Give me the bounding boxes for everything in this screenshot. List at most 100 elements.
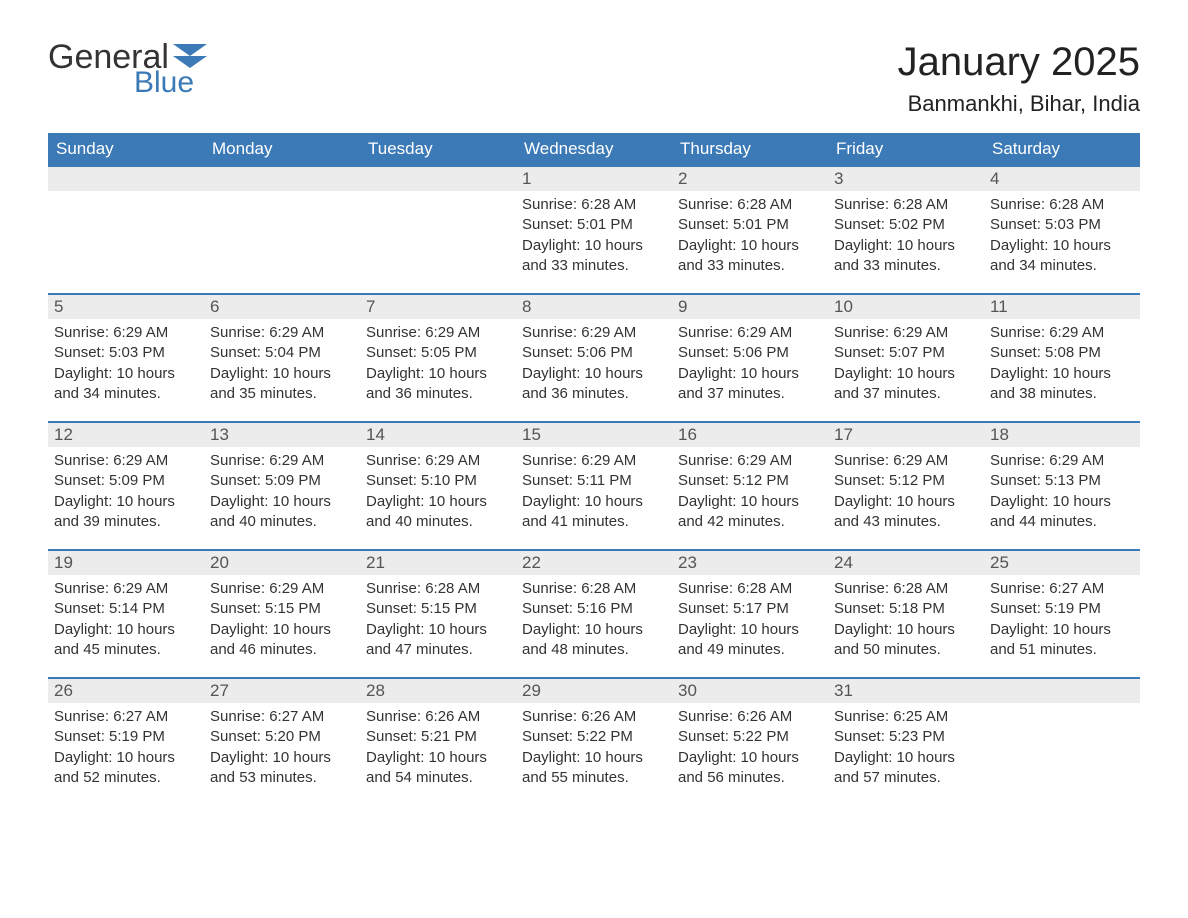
- day-sunset: Sunset: 5:17 PM: [678, 599, 822, 619]
- day-number: 10: [828, 295, 984, 319]
- day-cell: 12Sunrise: 6:29 AMSunset: 5:09 PMDayligh…: [48, 423, 204, 549]
- day-sunrise: Sunrise: 6:26 AM: [678, 707, 822, 727]
- day-number: 4: [984, 167, 1140, 191]
- day-daylight1: Daylight: 10 hours: [522, 492, 666, 512]
- day-daylight2: and 33 minutes.: [678, 256, 822, 276]
- day-sunset: Sunset: 5:12 PM: [834, 471, 978, 491]
- day-daylight1: Daylight: 10 hours: [210, 492, 354, 512]
- day-sunrise: Sunrise: 6:26 AM: [366, 707, 510, 727]
- day-daylight2: and 40 minutes.: [366, 512, 510, 532]
- day-number: 22: [516, 551, 672, 575]
- day-body: Sunrise: 6:29 AMSunset: 5:12 PMDaylight:…: [828, 447, 984, 544]
- day-number: 12: [48, 423, 204, 447]
- day-number: 24: [828, 551, 984, 575]
- day-sunrise: Sunrise: 6:29 AM: [522, 323, 666, 343]
- day-body: Sunrise: 6:28 AMSunset: 5:01 PMDaylight:…: [516, 191, 672, 288]
- day-sunrise: Sunrise: 6:29 AM: [990, 451, 1134, 471]
- day-number: 20: [204, 551, 360, 575]
- day-sunset: Sunset: 5:09 PM: [210, 471, 354, 491]
- day-daylight2: and 33 minutes.: [522, 256, 666, 276]
- day-number: 11: [984, 295, 1140, 319]
- day-sunset: Sunset: 5:01 PM: [678, 215, 822, 235]
- day-body: Sunrise: 6:28 AMSunset: 5:02 PMDaylight:…: [828, 191, 984, 288]
- day-sunrise: Sunrise: 6:29 AM: [834, 323, 978, 343]
- day-sunset: Sunset: 5:06 PM: [678, 343, 822, 363]
- day-body: [48, 191, 204, 207]
- day-daylight2: and 37 minutes.: [834, 384, 978, 404]
- day-daylight2: and 48 minutes.: [522, 640, 666, 660]
- day-sunset: Sunset: 5:16 PM: [522, 599, 666, 619]
- day-cell: 17Sunrise: 6:29 AMSunset: 5:12 PMDayligh…: [828, 423, 984, 549]
- day-daylight2: and 46 minutes.: [210, 640, 354, 660]
- day-sunset: Sunset: 5:06 PM: [522, 343, 666, 363]
- day-cell: 2Sunrise: 6:28 AMSunset: 5:01 PMDaylight…: [672, 167, 828, 293]
- day-cell: 1Sunrise: 6:28 AMSunset: 5:01 PMDaylight…: [516, 167, 672, 293]
- day-cell: 7Sunrise: 6:29 AMSunset: 5:05 PMDaylight…: [360, 295, 516, 421]
- day-daylight1: Daylight: 10 hours: [834, 748, 978, 768]
- day-sunrise: Sunrise: 6:29 AM: [522, 451, 666, 471]
- day-daylight2: and 45 minutes.: [54, 640, 198, 660]
- weekday-saturday: Saturday: [984, 133, 1140, 165]
- day-daylight2: and 55 minutes.: [522, 768, 666, 788]
- day-number: 8: [516, 295, 672, 319]
- day-sunset: Sunset: 5:07 PM: [834, 343, 978, 363]
- day-sunset: Sunset: 5:05 PM: [366, 343, 510, 363]
- day-body: Sunrise: 6:28 AMSunset: 5:17 PMDaylight:…: [672, 575, 828, 672]
- day-cell: 29Sunrise: 6:26 AMSunset: 5:22 PMDayligh…: [516, 679, 672, 805]
- day-sunrise: Sunrise: 6:28 AM: [522, 579, 666, 599]
- day-body: Sunrise: 6:28 AMSunset: 5:16 PMDaylight:…: [516, 575, 672, 672]
- day-daylight1: Daylight: 10 hours: [678, 492, 822, 512]
- day-body: Sunrise: 6:29 AMSunset: 5:12 PMDaylight:…: [672, 447, 828, 544]
- day-body: Sunrise: 6:29 AMSunset: 5:10 PMDaylight:…: [360, 447, 516, 544]
- day-sunset: Sunset: 5:13 PM: [990, 471, 1134, 491]
- day-daylight1: Daylight: 10 hours: [990, 492, 1134, 512]
- day-sunset: Sunset: 5:18 PM: [834, 599, 978, 619]
- day-daylight1: Daylight: 10 hours: [522, 620, 666, 640]
- day-daylight2: and 53 minutes.: [210, 768, 354, 788]
- day-sunrise: Sunrise: 6:29 AM: [210, 451, 354, 471]
- day-sunrise: Sunrise: 6:28 AM: [678, 579, 822, 599]
- week-row: 26Sunrise: 6:27 AMSunset: 5:19 PMDayligh…: [48, 677, 1140, 805]
- location-text: Banmankhi, Bihar, India: [898, 91, 1140, 117]
- day-daylight1: Daylight: 10 hours: [834, 236, 978, 256]
- day-cell: 24Sunrise: 6:28 AMSunset: 5:18 PMDayligh…: [828, 551, 984, 677]
- day-body: Sunrise: 6:29 AMSunset: 5:07 PMDaylight:…: [828, 319, 984, 416]
- day-sunset: Sunset: 5:12 PM: [678, 471, 822, 491]
- day-cell: 20Sunrise: 6:29 AMSunset: 5:15 PMDayligh…: [204, 551, 360, 677]
- day-number: 15: [516, 423, 672, 447]
- day-body: Sunrise: 6:26 AMSunset: 5:22 PMDaylight:…: [516, 703, 672, 800]
- day-daylight1: Daylight: 10 hours: [834, 492, 978, 512]
- day-sunset: Sunset: 5:23 PM: [834, 727, 978, 747]
- day-body: Sunrise: 6:29 AMSunset: 5:09 PMDaylight:…: [204, 447, 360, 544]
- day-number: [204, 167, 360, 191]
- day-daylight2: and 38 minutes.: [990, 384, 1134, 404]
- day-cell: 18Sunrise: 6:29 AMSunset: 5:13 PMDayligh…: [984, 423, 1140, 549]
- day-number: 25: [984, 551, 1140, 575]
- day-cell: 5Sunrise: 6:29 AMSunset: 5:03 PMDaylight…: [48, 295, 204, 421]
- day-daylight1: Daylight: 10 hours: [54, 620, 198, 640]
- day-number: 6: [204, 295, 360, 319]
- day-daylight2: and 33 minutes.: [834, 256, 978, 276]
- day-number: 31: [828, 679, 984, 703]
- week-row: 12Sunrise: 6:29 AMSunset: 5:09 PMDayligh…: [48, 421, 1140, 549]
- day-daylight2: and 34 minutes.: [54, 384, 198, 404]
- day-daylight1: Daylight: 10 hours: [678, 364, 822, 384]
- day-daylight1: Daylight: 10 hours: [834, 620, 978, 640]
- day-body: Sunrise: 6:29 AMSunset: 5:09 PMDaylight:…: [48, 447, 204, 544]
- weekday-wednesday: Wednesday: [516, 133, 672, 165]
- day-number: [360, 167, 516, 191]
- day-number: 17: [828, 423, 984, 447]
- day-daylight1: Daylight: 10 hours: [210, 620, 354, 640]
- day-sunrise: Sunrise: 6:27 AM: [990, 579, 1134, 599]
- day-daylight1: Daylight: 10 hours: [366, 492, 510, 512]
- day-body: [204, 191, 360, 207]
- day-number: 5: [48, 295, 204, 319]
- calendar: Sunday Monday Tuesday Wednesday Thursday…: [48, 133, 1140, 805]
- day-daylight1: Daylight: 10 hours: [990, 620, 1134, 640]
- week-row: 19Sunrise: 6:29 AMSunset: 5:14 PMDayligh…: [48, 549, 1140, 677]
- header: General Blue January 2025 Banmankhi, Bih…: [48, 40, 1140, 117]
- day-body: Sunrise: 6:27 AMSunset: 5:20 PMDaylight:…: [204, 703, 360, 800]
- day-daylight2: and 44 minutes.: [990, 512, 1134, 532]
- day-body: Sunrise: 6:26 AMSunset: 5:21 PMDaylight:…: [360, 703, 516, 800]
- day-daylight1: Daylight: 10 hours: [54, 492, 198, 512]
